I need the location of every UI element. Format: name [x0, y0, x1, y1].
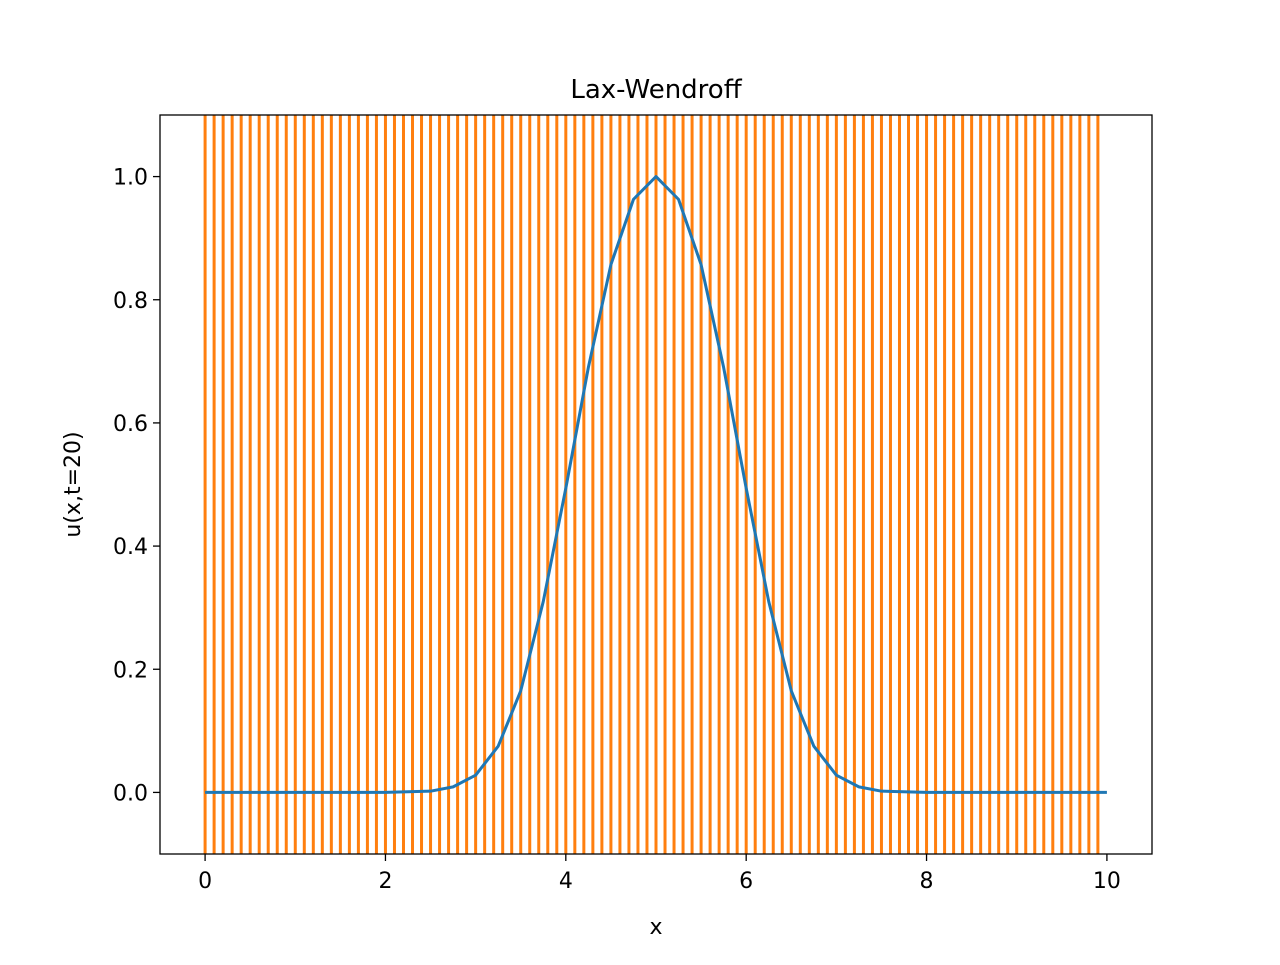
- y-tick-label: 0.2: [113, 658, 148, 683]
- y-tick-label: 0.0: [113, 781, 148, 806]
- y-tick-label: 0.4: [113, 535, 148, 560]
- y-axis-label: u(x,t=20): [61, 431, 86, 537]
- curve-series: [205, 175, 1107, 794]
- y-tick-label: 1.0: [113, 166, 148, 191]
- x-tick-label: 10: [1093, 869, 1121, 894]
- x-tick-label: 6: [739, 869, 753, 894]
- chart-title: Lax-Wendroff: [570, 75, 742, 105]
- grid-lines-series: [203, 115, 1100, 854]
- x-axis-label: x: [649, 915, 662, 940]
- y-tick-label: 0.6: [113, 412, 148, 437]
- curve-line: [205, 175, 1107, 794]
- x-tick-label: 0: [198, 869, 212, 894]
- x-tick-label: 2: [378, 869, 392, 894]
- x-tick-label: 4: [559, 869, 573, 894]
- axes-frame: [159, 114, 1153, 855]
- y-axis-ticks: 0.0 0.2 0.4 0.6 0.8 1.0: [113, 166, 160, 806]
- x-axis-ticks: 0 2 4 6 8 10: [198, 854, 1121, 894]
- y-tick-label: 0.8: [113, 289, 148, 314]
- x-tick-label: 8: [920, 869, 934, 894]
